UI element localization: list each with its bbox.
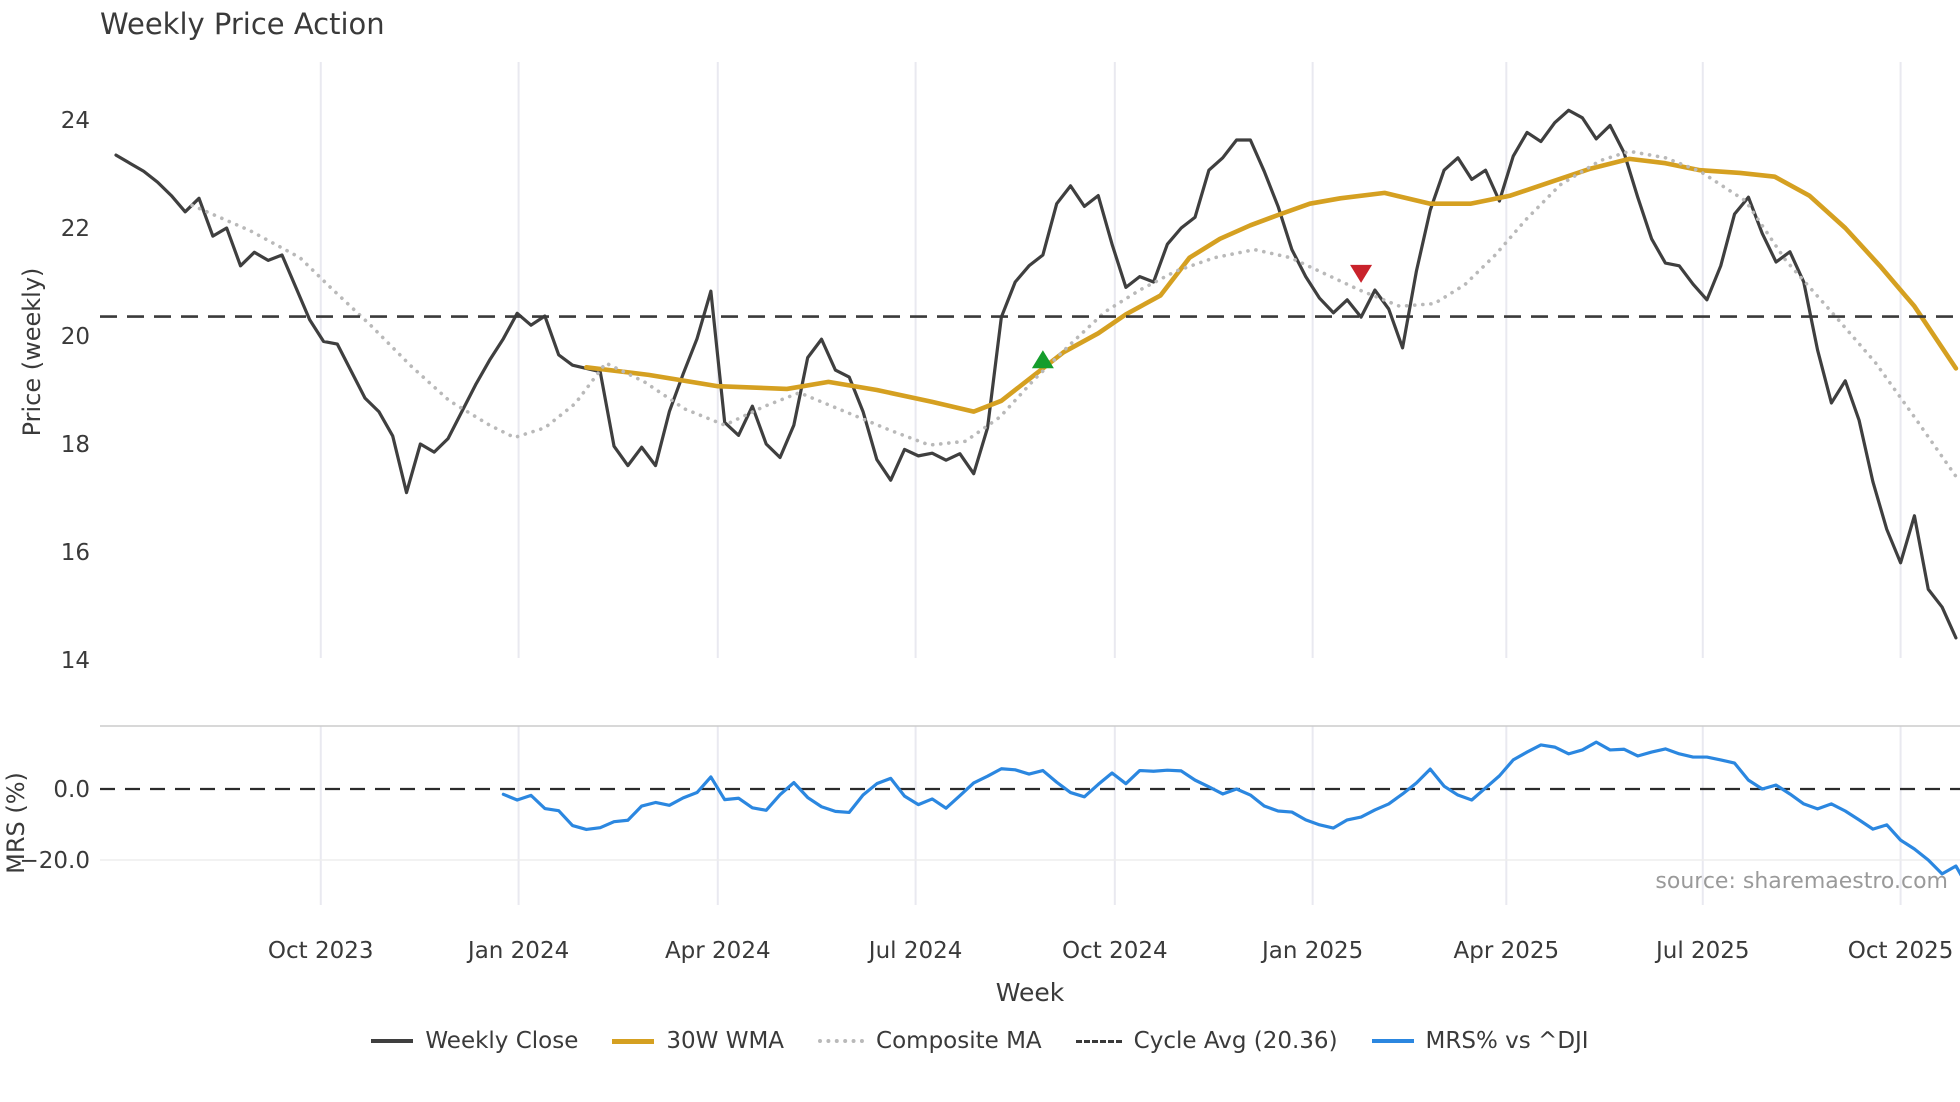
legend-swatch (1371, 1039, 1414, 1043)
price-y-tick-label: 24 (61, 108, 90, 134)
price-y-tick-label: 18 (61, 432, 90, 458)
x-tick-label: Oct 2023 (268, 938, 374, 964)
data-series (100, 108, 1960, 877)
legend-label: Cycle Avg (20.36) (1133, 1028, 1338, 1054)
mrs-y-tick-label: −20.0 (20, 848, 90, 874)
signal-markers (1031, 264, 1373, 369)
legend-item-cycle-avg-20-36-: Cycle Avg (20.36) (1075, 1028, 1338, 1054)
mrs-axis-label: MRS (%) (2, 772, 30, 874)
x-axis-label: Week (996, 978, 1065, 1007)
legend-item-mrs-vs-dji: MRS% vs ^DJI (1371, 1028, 1589, 1054)
price-y-tick-label: 20 (61, 324, 90, 350)
legend-swatch (371, 1039, 414, 1043)
x-tick-label: Apr 2025 (1453, 938, 1559, 964)
legend-swatch (1075, 1039, 1122, 1043)
price-y-tick-label: 14 (61, 648, 90, 674)
x-tick-label: Oct 2024 (1062, 938, 1168, 964)
price-y-tick-label: 16 (61, 540, 90, 566)
chart-title: Weekly Price Action (100, 7, 385, 41)
legend-swatch (818, 1039, 865, 1043)
series-30w-wma (584, 156, 1959, 414)
source-credit: source: sharemaestro.com (1655, 869, 1948, 894)
x-tick-label: Oct 2025 (1848, 938, 1954, 964)
legend-swatch (612, 1038, 655, 1044)
x-tick-label: Jul 2025 (1654, 938, 1750, 964)
legend-label: Composite MA (876, 1028, 1042, 1054)
chart-legend: Weekly Close 30W WMA Composite MA Cycle Avg… (0, 1028, 1960, 1054)
series-weekly-close (114, 108, 1958, 640)
axis-tick-labels: Oct 2023 Jan 2024 Apr 2024 Jul 2024 Oct 2024… (20, 108, 1954, 964)
x-tick-label: Jan 2025 (1260, 938, 1363, 964)
x-tick-label: Jul 2024 (867, 938, 963, 964)
price-axis-label: Price (weekly) (18, 268, 46, 437)
sell-signal-marker (1350, 264, 1373, 283)
legend-item-weekly-close: Weekly Close (371, 1028, 578, 1054)
gridlines (100, 62, 1960, 905)
series-mrs-vs-dji (501, 740, 1960, 877)
price-y-tick-label: 22 (61, 216, 90, 242)
legend-item-30w-wma: 30W WMA (612, 1028, 784, 1054)
legend-label: 30W WMA (666, 1028, 785, 1054)
series-composite-ma (190, 149, 1958, 479)
x-tick-label: Apr 2024 (665, 938, 771, 964)
x-tick-label: Jan 2024 (466, 938, 569, 964)
legend-item-composite-ma: Composite MA (818, 1028, 1042, 1054)
buy-signal-marker (1031, 350, 1054, 369)
legend-label: MRS% vs ^DJI (1425, 1028, 1589, 1054)
legend-label: Weekly Close (425, 1028, 579, 1054)
mrs-y-tick-label: 0.0 (53, 777, 90, 803)
